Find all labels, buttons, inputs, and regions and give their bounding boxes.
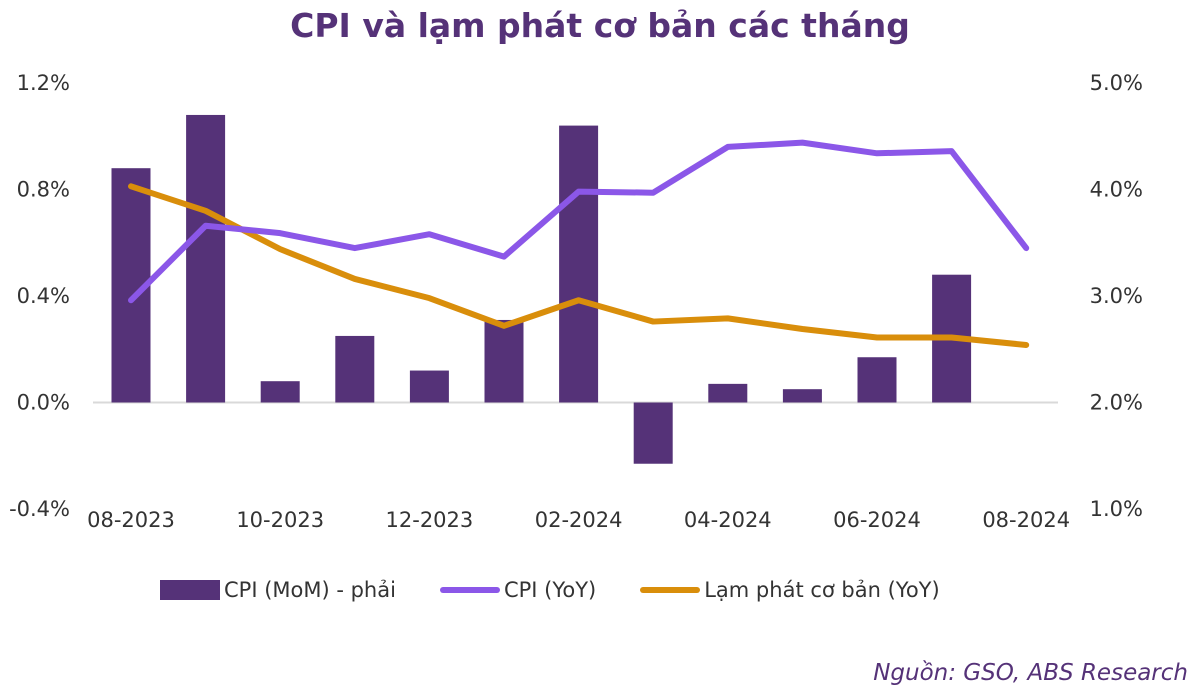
- bar-10-2023: [260, 381, 300, 403]
- x-tick-label: 06-2024: [833, 508, 921, 532]
- right-tick-label: 2.0%: [1090, 391, 1143, 415]
- x-tick-label: 08-2024: [982, 508, 1070, 532]
- legend-label-cpi-mom: CPI (MoM) - phải: [224, 578, 396, 602]
- legend-item-core-inflation: Lạm phát cơ bản (YoY): [640, 578, 940, 602]
- bars-cpi-mom: [111, 114, 972, 464]
- right-tick-label: 4.0%: [1090, 178, 1143, 202]
- left-tick-label: 0.0%: [17, 391, 70, 415]
- left-tick-label: 0.8%: [17, 178, 70, 202]
- legend-item-cpi-mom: CPI (MoM) - phải: [160, 578, 396, 602]
- legend-swatch-core-inflation: [640, 587, 701, 593]
- legend-label-core-inflation: Lạm phát cơ bản (YoY): [704, 578, 940, 602]
- right-tick-label: 3.0%: [1090, 284, 1143, 308]
- x-axis: 08-2023 10-2023 12-2023 02-2024 04-2024 06-20…: [87, 508, 1070, 532]
- bar-04-2024: [708, 383, 748, 403]
- legend-label-cpi-yoy: CPI (YoY): [503, 578, 597, 602]
- x-tick-label: 10-2023: [236, 508, 324, 532]
- left-tick-label: -0.4%: [9, 497, 70, 521]
- legend-swatch-cpi-yoy: [439, 587, 500, 593]
- x-tick-label: 12-2023: [386, 508, 474, 532]
- x-tick-label: 08-2023: [87, 508, 175, 532]
- bar-11-2023: [335, 335, 375, 403]
- chart-title: CPI và lạm phát cơ bản các tháng: [290, 6, 910, 45]
- bar-06-2024: [857, 357, 897, 403]
- bar-09-2023: [186, 114, 226, 403]
- legend-swatch-cpi-mom: [160, 580, 220, 600]
- bar-12-2023: [409, 370, 449, 403]
- right-tick-label: 5.0%: [1090, 71, 1143, 95]
- left-tick-label: 0.4%: [17, 284, 70, 308]
- legend-item-cpi-yoy: CPI (YoY): [439, 578, 597, 602]
- right-axis: 5.0% 4.0% 3.0% 2.0% 1.0%: [1090, 71, 1143, 521]
- bar-02-2024: [559, 125, 599, 403]
- right-tick-label: 1.0%: [1090, 497, 1143, 521]
- bar-01-2024: [484, 319, 524, 403]
- x-tick-label: 02-2024: [535, 508, 623, 532]
- x-tick-label: 04-2024: [684, 508, 772, 532]
- bar-03-2024: [633, 402, 673, 464]
- source-note: Nguồn: GSO, ABS Research: [873, 660, 1188, 686]
- left-axis: 1.2% 0.8% 0.4% 0.0% -0.4%: [9, 71, 70, 521]
- line-series: [128, 139, 1030, 348]
- legend: CPI (MoM) - phải CPI (YoY) Lạm phát cơ b…: [160, 578, 984, 602]
- left-tick-label: 1.2%: [17, 71, 70, 95]
- bar-05-2024: [782, 389, 822, 403]
